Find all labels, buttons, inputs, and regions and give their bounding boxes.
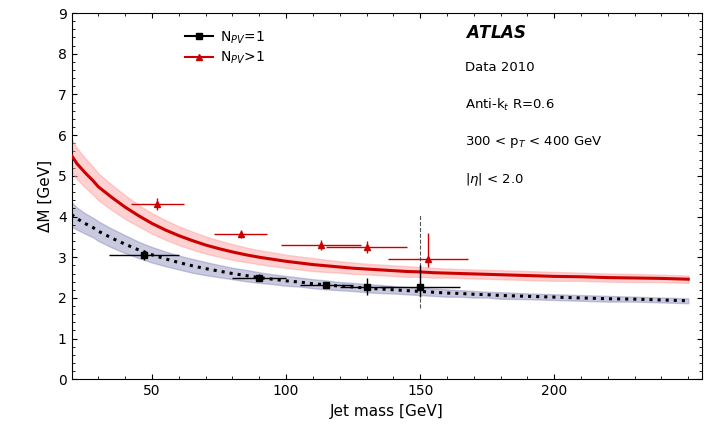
Text: Data 2010: Data 2010 bbox=[465, 61, 535, 74]
X-axis label: Jet mass [GeV]: Jet mass [GeV] bbox=[330, 404, 443, 419]
Text: Anti-k$_t$ R=0.6: Anti-k$_t$ R=0.6 bbox=[465, 97, 555, 113]
Y-axis label: ΔM [GeV]: ΔM [GeV] bbox=[37, 160, 52, 232]
Text: $\bfit{ATLAS}$: $\bfit{ATLAS}$ bbox=[465, 24, 527, 42]
Legend: N$_{PV}$=1, N$_{PV}$>1: N$_{PV}$=1, N$_{PV}$>1 bbox=[179, 24, 270, 72]
Text: |$\eta$| < 2.0: |$\eta$| < 2.0 bbox=[465, 170, 524, 187]
Text: 300 < p$_T$ < 400 GeV: 300 < p$_T$ < 400 GeV bbox=[465, 134, 603, 150]
